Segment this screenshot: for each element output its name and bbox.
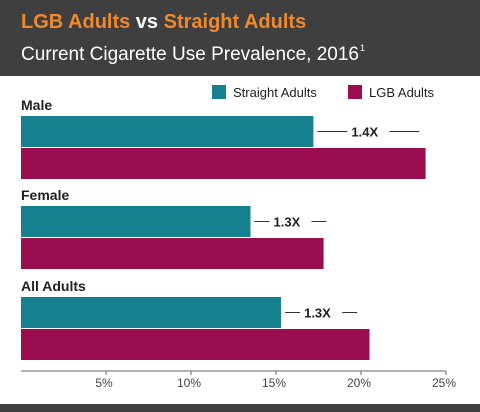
title-vs: vs: [130, 11, 164, 33]
title-straight: Straight Adults: [163, 11, 307, 33]
ratio-label: 1.4X: [351, 125, 378, 140]
chart-subtitle: Current Cigarette Use Prevalence, 20161: [21, 36, 365, 67]
category-label: Male: [21, 97, 52, 113]
legend-swatch-straight: [212, 85, 226, 99]
category-label: Female: [21, 187, 69, 203]
bar-straight: [21, 206, 251, 237]
subtitle-text: Current Cigarette Use Prevalence, 2016: [21, 44, 359, 65]
header-bar: LGB Adults vs Straight Adults Current Ci…: [0, 0, 480, 76]
legend-label-straight: Straight Adults: [233, 85, 317, 100]
ratio-label: 1.3X: [304, 306, 331, 321]
bar-straight: [21, 116, 314, 147]
x-tick-label: 10%: [177, 376, 201, 390]
legend-label-lgb: LGB Adults: [369, 85, 435, 100]
footnote-marker: 1: [359, 43, 365, 53]
category-label: All Adults: [21, 278, 86, 294]
x-tick-label: 20%: [347, 376, 371, 390]
x-tick-label: 25%: [432, 376, 456, 390]
title-lgb: LGB Adults: [21, 11, 131, 33]
x-tick-label: 15%: [262, 376, 286, 390]
footer-bar: [0, 404, 480, 412]
bar-straight: [21, 297, 282, 328]
ratio-label: 1.3X: [274, 215, 301, 230]
chart-title: LGB Adults vs Straight Adults: [21, 10, 306, 34]
bar-chart: Straight Adults LGB Adults Male 1.4X Female 1…: [21, 85, 456, 390]
legend-swatch-lgb: [348, 85, 362, 99]
bar-lgb: [21, 238, 324, 269]
bar-lgb: [21, 329, 370, 360]
bar-lgb: [21, 148, 426, 179]
x-tick-label: 5%: [95, 376, 113, 390]
